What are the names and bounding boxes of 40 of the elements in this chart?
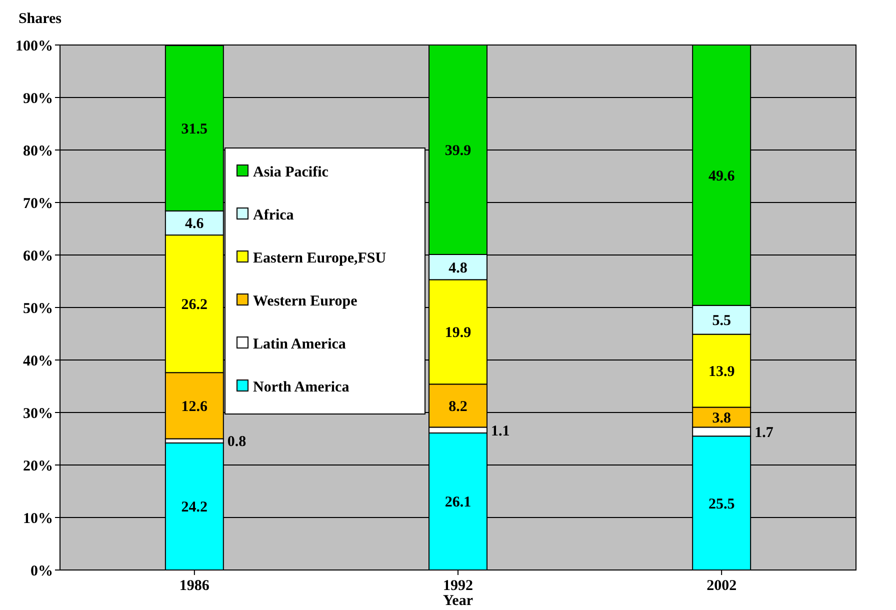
x-tick-label: 1986	[179, 578, 210, 594]
data-label: 8.2	[448, 398, 468, 415]
data-label: 5.5	[712, 313, 731, 330]
data-label: 12.6	[181, 398, 208, 415]
legend-label: Asia Pacific	[253, 164, 329, 180]
data-label: 4.6	[185, 216, 204, 232]
x-axis-title: Year	[443, 593, 474, 609]
y-tick-label: 50%	[23, 300, 53, 317]
y-tick-label: 0%	[30, 563, 53, 580]
y-tick-label: 70%	[23, 196, 53, 212]
y-axis-title: Shares	[18, 11, 62, 27]
legend-label: Western Europe	[253, 293, 358, 310]
y-tick-label: 90%	[23, 90, 53, 107]
data-label: 19.9	[444, 325, 472, 342]
data-label: 13.9	[708, 364, 735, 380]
data-label: 4.8	[448, 260, 468, 276]
y-tick-label: 20%	[23, 458, 53, 474]
data-label: 31.5	[181, 121, 208, 138]
y-tick-label: 60%	[23, 248, 53, 264]
data-label: 26.2	[181, 297, 208, 314]
legend-label: Africa	[253, 207, 294, 224]
data-label: 0.8	[227, 434, 246, 450]
y-tick-label: 80%	[23, 143, 53, 160]
legend-label: North America	[253, 379, 350, 396]
x-tick-label: 2002	[706, 578, 737, 594]
data-label: 1.1	[490, 423, 510, 440]
data-label: 24.2	[181, 500, 208, 516]
y-tick-label: 40%	[23, 353, 53, 370]
data-label: 49.6	[708, 168, 736, 184]
y-tick-label: 30%	[23, 406, 53, 422]
data-label: 1.7	[754, 424, 774, 441]
legend-label: Latin America	[253, 336, 346, 352]
y-tick-label: 10%	[23, 510, 53, 527]
legend-label: Eastern Europe,FSU	[253, 250, 386, 266]
data-label: 39.9	[444, 142, 472, 159]
data-label: 3.8	[712, 410, 731, 426]
x-tick-label: 1992	[443, 578, 473, 594]
y-tick-label: 100%	[16, 38, 53, 54]
data-label: 25.5	[708, 496, 735, 512]
data-label: 26.1	[444, 494, 472, 511]
